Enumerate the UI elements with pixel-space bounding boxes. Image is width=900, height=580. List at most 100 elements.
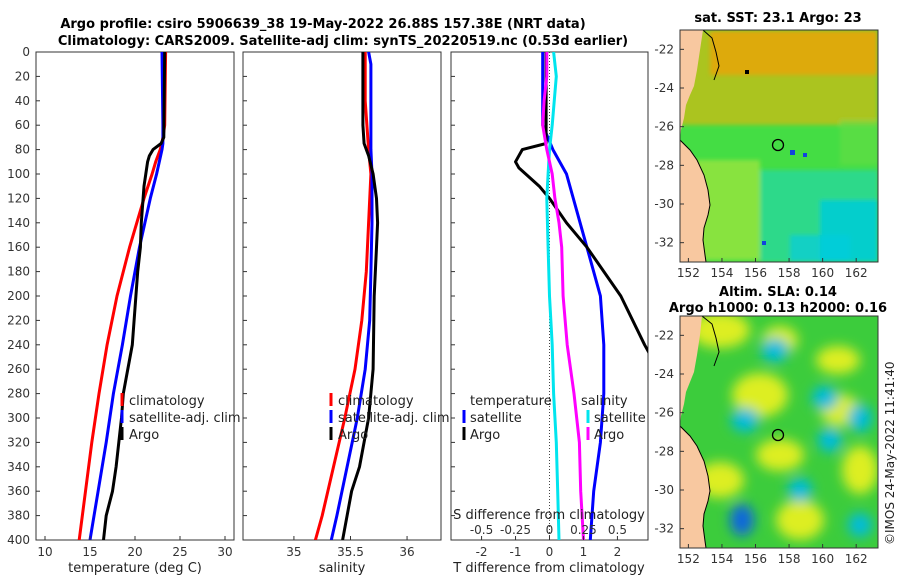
lon-tick-label: 162: [845, 552, 868, 566]
series-line-climatology: [313, 52, 373, 540]
series-line-salinity-argo: [541, 52, 585, 540]
lat-tick-label: -32: [654, 236, 674, 250]
sla-map-title: Altim. SLA: 0.14: [719, 285, 837, 300]
depth-tick-label: 300: [7, 411, 30, 425]
sst-pixel-gap: [745, 70, 749, 74]
s-diff-tick-label: 0: [546, 523, 554, 537]
sst-map-title: sat. SST: 23.1 Argo: 23: [694, 11, 861, 26]
difference-x-axis: -2 -1 0 1 2: [476, 536, 622, 559]
lat-tick-label: -32: [654, 522, 674, 536]
depth-tick-label: 0: [22, 45, 30, 59]
depth-tick-label: 240: [7, 338, 30, 352]
series-line-salinity-satellite: [545, 52, 561, 540]
lat-tick-label: -28: [654, 158, 674, 172]
depth-tick-label: 380: [7, 509, 30, 523]
depth-tick-label: 100: [7, 167, 30, 181]
s-diff-tick-label: -0.25: [500, 523, 531, 537]
legend-label-t-argo: Argo: [470, 428, 500, 443]
sst-pixel-gap: [803, 153, 807, 157]
salinity-series-group: [313, 52, 380, 540]
depth-tick-label: 160: [7, 240, 30, 254]
sst-shelf-contour: [702, 30, 720, 81]
x-tick-label: 15: [82, 545, 97, 559]
sst-land-north: [680, 30, 703, 140]
depth-tick-label: 80: [15, 143, 30, 157]
difference-series-group: [514, 52, 648, 540]
t-difference-axis-label: T difference from climatology: [452, 561, 645, 576]
depth-tick-label: 360: [7, 484, 30, 498]
lon-tick-label: 152: [677, 552, 700, 566]
difference-legend: temperature salinity satellite Argo sate…: [462, 394, 646, 443]
imos-timestamp: ©IMOS 24-May-2022 11:41:40: [883, 361, 897, 545]
sst-map: [680, 30, 878, 262]
sst-pixel-gap: [790, 150, 795, 155]
lon-tick-label: 158: [778, 552, 801, 566]
depth-tick-label: 220: [7, 313, 30, 327]
lon-tick-label: 152: [677, 266, 700, 280]
lon-tick-label: 154: [710, 266, 733, 280]
legend-label-satellite-adj: satellite-adj. clim: [338, 411, 450, 426]
lat-tick-label: -22: [654, 328, 674, 342]
argo-position-marker: [771, 428, 785, 442]
x-tick-label: 1: [580, 545, 588, 559]
x-tick-label: -2: [476, 545, 488, 559]
depth-tick-label: 280: [7, 387, 30, 401]
lon-tick-label: 158: [778, 266, 801, 280]
lon-tick-label: 160: [811, 266, 834, 280]
depth-tick-label: 60: [15, 118, 30, 132]
sst-map-frame: [679, 29, 879, 263]
legend-title-salinity: salinity: [581, 394, 628, 409]
sla-land-north: [680, 316, 702, 426]
series-line-temperature-argo: [514, 52, 648, 354]
sla-map-frame: [679, 315, 879, 549]
lon-tick-label: 154: [710, 552, 733, 566]
lon-tick-label: 156: [744, 266, 767, 280]
series-line-satellite-adj-clim: [329, 52, 374, 540]
x-tick-label: 20: [127, 545, 142, 559]
sla-coastline: [680, 425, 711, 548]
depth-tick-label: 200: [7, 289, 30, 303]
sla-map: [680, 316, 878, 548]
sla-shelf-contour: [701, 316, 720, 367]
depth-tick-label: 20: [15, 69, 30, 83]
legend-label-climatology: climatology: [129, 394, 205, 409]
lat-tick-label: -26: [654, 406, 674, 420]
argo-position-marker: [771, 138, 785, 152]
depth-tick-label: 180: [7, 265, 30, 279]
x-tick-label: 0: [546, 545, 554, 559]
lat-tick-label: -24: [654, 367, 674, 381]
depth-tick-label: 320: [7, 435, 30, 449]
lon-tick-label: 156: [744, 552, 767, 566]
x-tick-label: 30: [217, 545, 232, 559]
x-tick-label: 25: [172, 545, 187, 559]
x-tick-label: -1: [510, 545, 522, 559]
x-tick-label: 2: [614, 545, 622, 559]
series-line-argo: [102, 52, 167, 540]
depth-tick-label: 40: [15, 94, 30, 108]
salinity-difference-axis: -0.5 -0.25 0 0.25 0.5: [470, 523, 627, 537]
series-line-argo: [341, 52, 380, 540]
salinity-plot-frame: [242, 51, 442, 541]
x-tick-label: 35.5: [337, 545, 364, 559]
legend-label-s-argo: Argo: [594, 428, 624, 443]
x-tick-label: 10: [37, 545, 52, 559]
lat-tick-label: -22: [654, 42, 674, 56]
temperature-series-group: [77, 52, 168, 540]
sst-pixel-gap: [762, 241, 766, 245]
lat-tick-label: -28: [654, 444, 674, 458]
legend-label-argo: Argo: [129, 428, 159, 443]
s-diff-tick-label: 0.5: [608, 523, 627, 537]
lat-tick-label: -26: [654, 120, 674, 134]
depth-tick-label: 260: [7, 362, 30, 376]
figure-title-line2: Climatology: CARS2009. Satellite-adj cli…: [58, 34, 628, 49]
sst-coastline: [680, 139, 711, 262]
legend-title-temperature: temperature: [470, 394, 552, 409]
s-diff-tick-label: -0.5: [470, 523, 493, 537]
depth-tick-label: 340: [7, 460, 30, 474]
depth-axis: 0 20 40 60 80 100 120 140 160 180 200 220 240 260 280 3…: [7, 45, 455, 547]
lat-tick-label: -24: [654, 81, 674, 95]
figure-title-line1: Argo profile: csiro 5906639_38 19-May-20…: [60, 17, 585, 32]
legend-label-satellite-adj: satellite-adj. clim: [129, 411, 241, 426]
series-line-satellite-adj-clim: [88, 52, 165, 540]
temperature-legend: climatology satellite-adj. clim Argo: [120, 393, 241, 443]
